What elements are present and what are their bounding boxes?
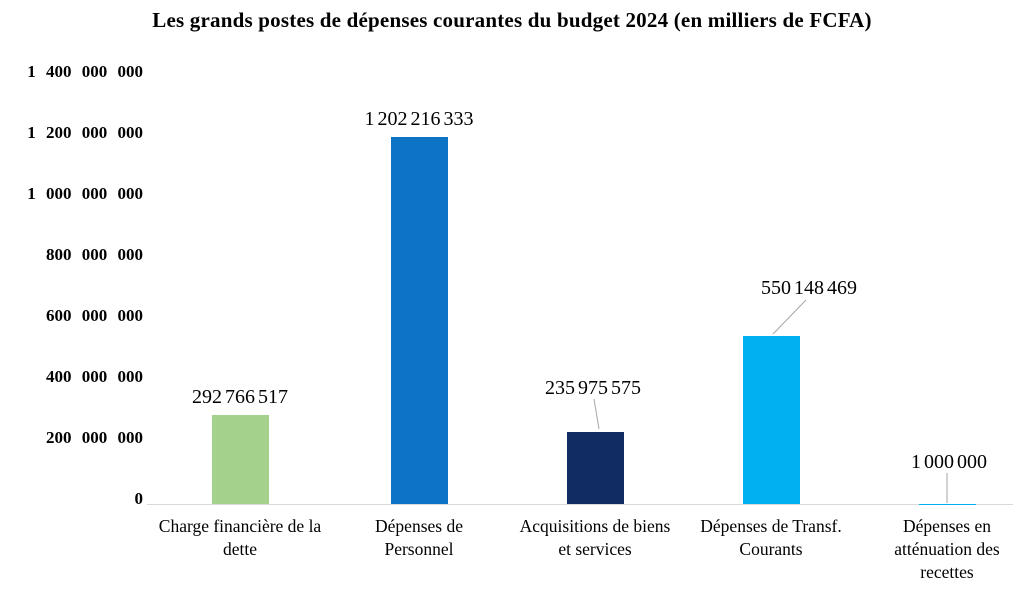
- y-tick-label: 1 400 000 000: [27, 62, 143, 81]
- y-tick-label: 0: [134, 489, 144, 508]
- category-label: Dépenses en atténuation des recettes: [894, 516, 1000, 582]
- y-tick-label: 200 000 000: [46, 428, 143, 447]
- bar: [742, 336, 800, 504]
- leader-line: [772, 299, 807, 335]
- bar: [390, 137, 448, 504]
- category-label: Charge financière de la dette: [158, 516, 322, 559]
- category-label: Dépenses de Transf. Courants: [700, 516, 842, 559]
- y-tick-label: 1 000 000 000: [27, 184, 143, 203]
- category-label: Acquisitions de biens et services: [519, 516, 671, 559]
- y-tick-label: 400 000 000: [46, 367, 143, 386]
- bar: [211, 414, 269, 504]
- y-tick-label: 600 000 000: [46, 306, 143, 325]
- bar-data-label: 1 202 216 333: [364, 108, 474, 131]
- bar-data-label: 292 766 517: [192, 385, 288, 408]
- bar-data-label: 235 975 575: [545, 377, 641, 399]
- y-tick-label: 1 200 000 000: [27, 123, 143, 142]
- bar-data-label: 550 148 469: [761, 277, 857, 299]
- leader-line: [593, 398, 600, 430]
- x-axis-line: [147, 504, 1013, 505]
- bar: [566, 432, 624, 504]
- chart-title: Les grands postes de dépenses courantes …: [152, 8, 872, 32]
- bar-data-label: 1 000 000: [911, 451, 987, 473]
- category-label: Dépenses de Personnel: [375, 516, 463, 559]
- y-tick-label: 800 000 000: [46, 245, 143, 264]
